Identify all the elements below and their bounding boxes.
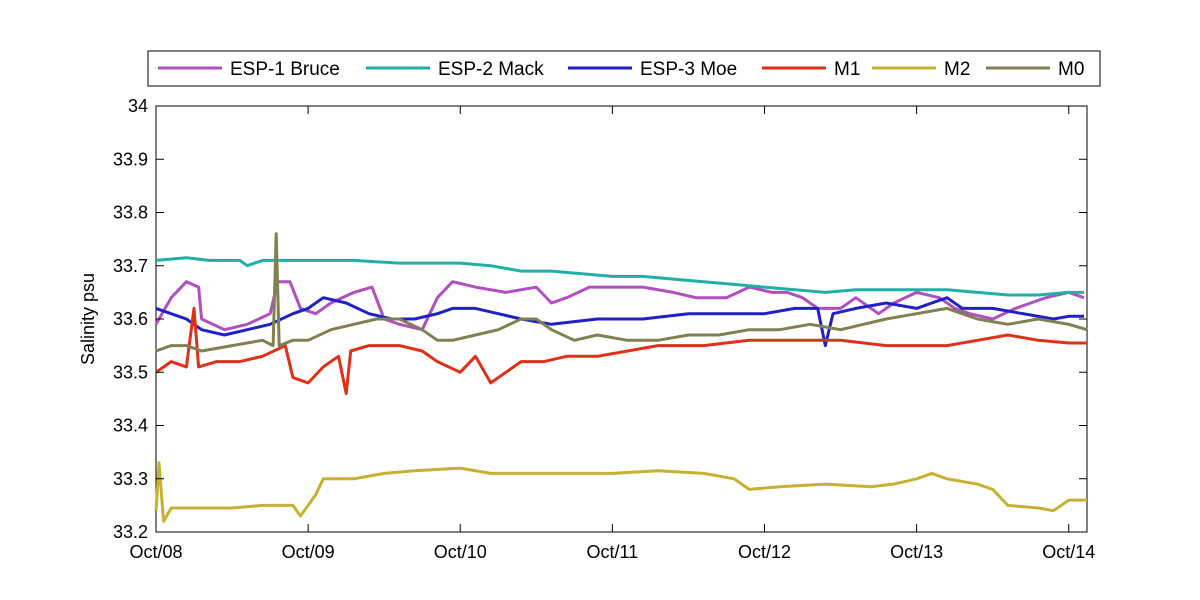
legend-item: M1	[762, 59, 860, 80]
legend-item: M0	[986, 59, 1084, 80]
y-tick-label: 33.9	[113, 149, 148, 169]
series-line-m2	[154, 461, 1087, 523]
legend-item: ESP-3 Moe	[568, 59, 737, 80]
series-line-esp-1-bruce	[154, 280, 1085, 332]
y-tick-label: 33.4	[113, 416, 148, 436]
series-line-m0	[155, 232, 1088, 353]
y-tick-label: 33.6	[113, 309, 148, 329]
y-tick-label: 33.8	[113, 203, 148, 223]
x-tick-label: Oct/14	[1042, 542, 1095, 562]
x-tick-label: Oct/13	[890, 542, 943, 562]
legend-label: M1	[834, 59, 860, 80]
legend-label: ESP-3 Moe	[640, 59, 737, 80]
x-tick-label: Oct/11	[587, 542, 639, 562]
y-tick-label: 33.2	[113, 522, 148, 542]
legend-item: M2	[872, 59, 970, 80]
y-tick-label: 33.3	[113, 469, 148, 489]
series-line-m1	[155, 306, 1087, 396]
y-tick-label: 34	[128, 96, 148, 116]
y-tick-label: 33.7	[113, 256, 148, 276]
legend-label: ESP-2 Mack	[438, 59, 544, 80]
y-tick-label: 33.5	[113, 362, 148, 382]
legend-label: ESP-1 Bruce	[230, 59, 340, 80]
legend-label: M0	[1058, 59, 1084, 80]
legend-label: M2	[944, 59, 970, 80]
series-line-esp-3-moe	[155, 296, 1084, 348]
y-axis-label: Salinity psu	[78, 273, 98, 365]
x-tick-label: Oct/10	[434, 542, 487, 562]
series-line-esp-2-mack	[155, 256, 1084, 297]
legend: ESP-1 Bruce ESP-2 Mack ESP-3 Moe M1 M2 M0	[147, 50, 1101, 87]
x-tick-label: Oct/12	[738, 542, 791, 562]
x-tick-label: Oct/08	[129, 542, 182, 562]
plot-area: 33.2 33.3 33.4 33.5 33.6 33.7 33.8 33.9 34 Oct/08…	[113, 96, 1095, 562]
legend-item: ESP-1 Bruce	[158, 59, 340, 80]
x-tick-label: Oct/09	[282, 542, 335, 562]
legend-item: ESP-2 Mack	[366, 59, 544, 80]
